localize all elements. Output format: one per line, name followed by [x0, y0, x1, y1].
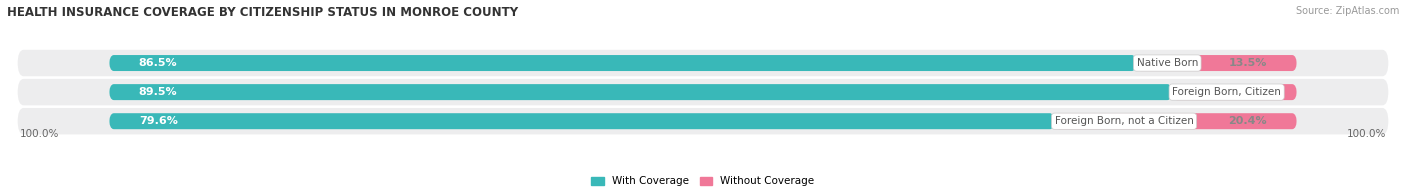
Text: Native Born: Native Born	[1136, 58, 1198, 68]
FancyBboxPatch shape	[18, 108, 1388, 134]
Text: 10.5%: 10.5%	[1229, 87, 1267, 97]
FancyBboxPatch shape	[1136, 55, 1296, 71]
Text: HEALTH INSURANCE COVERAGE BY CITIZENSHIP STATUS IN MONROE COUNTY: HEALTH INSURANCE COVERAGE BY CITIZENSHIP…	[7, 6, 519, 19]
Text: 79.6%: 79.6%	[139, 116, 177, 126]
Text: Foreign Born, not a Citizen: Foreign Born, not a Citizen	[1054, 116, 1194, 126]
Text: 89.5%: 89.5%	[139, 87, 177, 97]
Text: Source: ZipAtlas.com: Source: ZipAtlas.com	[1295, 6, 1399, 16]
Text: 20.4%: 20.4%	[1229, 116, 1267, 126]
Legend: With Coverage, Without Coverage: With Coverage, Without Coverage	[588, 172, 818, 191]
FancyBboxPatch shape	[110, 84, 1173, 100]
Text: 86.5%: 86.5%	[139, 58, 177, 68]
FancyBboxPatch shape	[18, 50, 1388, 76]
FancyBboxPatch shape	[1054, 113, 1296, 129]
FancyBboxPatch shape	[110, 55, 1136, 71]
Text: Foreign Born, Citizen: Foreign Born, Citizen	[1173, 87, 1281, 97]
FancyBboxPatch shape	[110, 113, 1054, 129]
Text: 100.0%: 100.0%	[1347, 129, 1386, 139]
FancyBboxPatch shape	[1173, 84, 1296, 100]
Text: 13.5%: 13.5%	[1229, 58, 1267, 68]
Text: 100.0%: 100.0%	[20, 129, 59, 139]
FancyBboxPatch shape	[18, 79, 1388, 105]
